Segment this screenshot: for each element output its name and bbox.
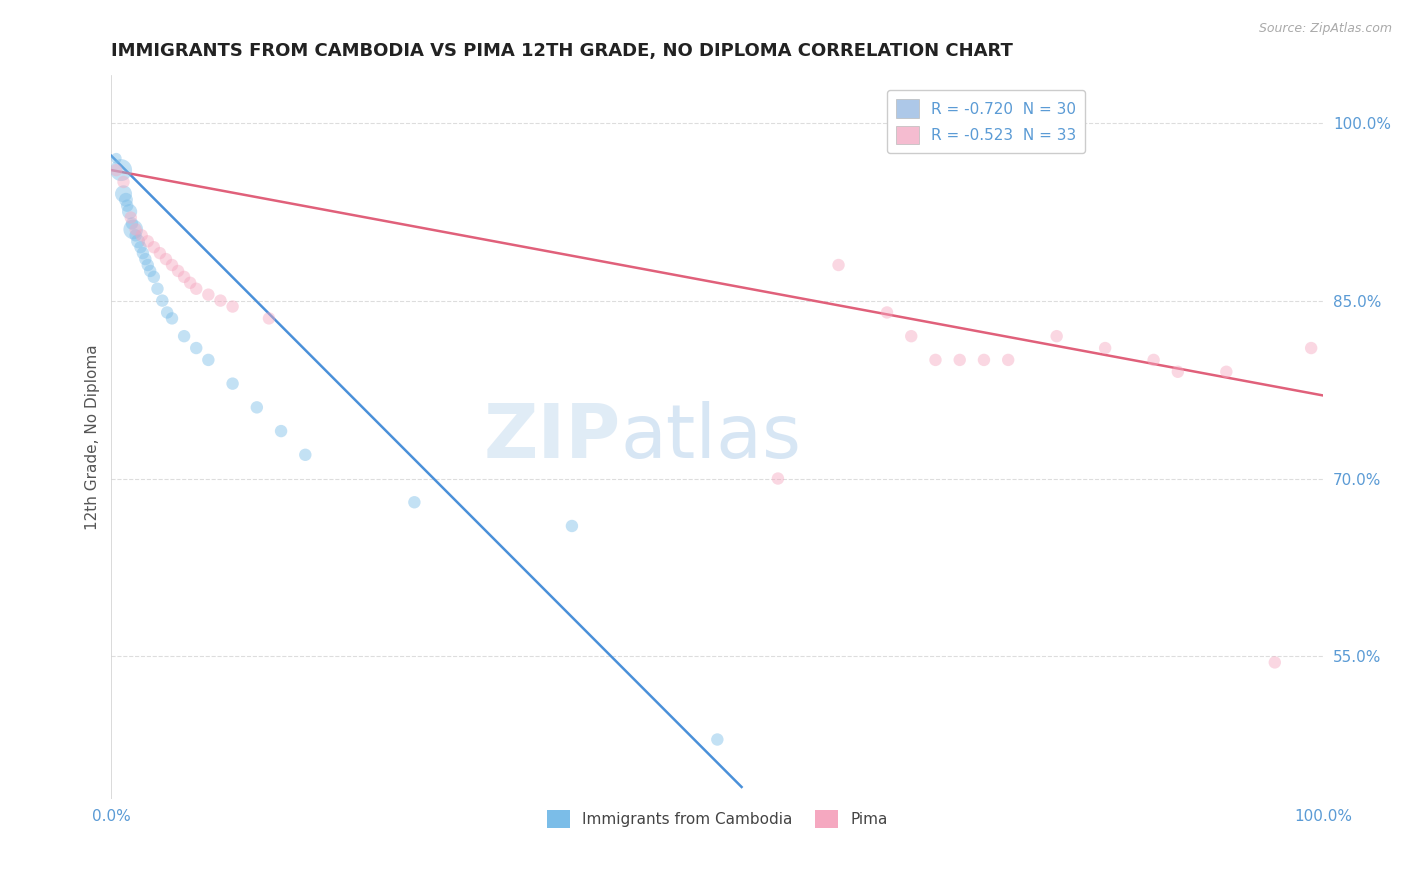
- Text: atlas: atlas: [620, 401, 801, 474]
- Point: [827, 258, 849, 272]
- Point: [1094, 341, 1116, 355]
- Point: [156, 305, 179, 319]
- Point: [246, 401, 269, 415]
- Point: [706, 732, 728, 747]
- Point: [160, 311, 183, 326]
- Point: [294, 448, 316, 462]
- Point: [404, 495, 426, 509]
- Point: [120, 211, 142, 225]
- Point: [270, 424, 292, 438]
- Point: [155, 252, 177, 266]
- Point: [136, 258, 159, 272]
- Point: [221, 300, 243, 314]
- Point: [924, 352, 946, 367]
- Point: [149, 246, 172, 260]
- Point: [124, 228, 146, 243]
- Point: [221, 376, 243, 391]
- Point: [973, 352, 995, 367]
- Point: [997, 352, 1019, 367]
- Point: [122, 222, 145, 236]
- Point: [209, 293, 232, 308]
- Point: [197, 352, 219, 367]
- Point: [167, 264, 190, 278]
- Point: [131, 228, 153, 243]
- Point: [257, 311, 280, 326]
- Point: [146, 282, 169, 296]
- Point: [112, 186, 135, 201]
- Text: Source: ZipAtlas.com: Source: ZipAtlas.com: [1258, 22, 1392, 36]
- Point: [1215, 365, 1237, 379]
- Point: [142, 269, 165, 284]
- Point: [105, 163, 128, 178]
- Point: [136, 234, 159, 248]
- Point: [118, 204, 141, 219]
- Point: [173, 269, 195, 284]
- Point: [134, 252, 156, 266]
- Point: [142, 240, 165, 254]
- Point: [121, 217, 143, 231]
- Point: [105, 151, 128, 165]
- Text: ZIP: ZIP: [484, 401, 620, 474]
- Point: [150, 293, 173, 308]
- Legend: Immigrants from Cambodia, Pima: Immigrants from Cambodia, Pima: [541, 804, 894, 835]
- Point: [124, 222, 146, 236]
- Point: [115, 199, 138, 213]
- Point: [160, 258, 183, 272]
- Point: [900, 329, 922, 343]
- Point: [1142, 352, 1164, 367]
- Point: [139, 264, 162, 278]
- Point: [1046, 329, 1069, 343]
- Point: [186, 282, 208, 296]
- Point: [949, 352, 972, 367]
- Point: [115, 193, 138, 207]
- Point: [766, 471, 789, 485]
- Point: [876, 305, 898, 319]
- Point: [1264, 656, 1286, 670]
- Point: [179, 276, 201, 290]
- Point: [186, 341, 208, 355]
- Point: [129, 240, 152, 254]
- Point: [1301, 341, 1323, 355]
- Point: [127, 234, 149, 248]
- Y-axis label: 12th Grade, No Diploma: 12th Grade, No Diploma: [86, 344, 100, 530]
- Text: IMMIGRANTS FROM CAMBODIA VS PIMA 12TH GRADE, NO DIPLOMA CORRELATION CHART: IMMIGRANTS FROM CAMBODIA VS PIMA 12TH GR…: [111, 42, 1014, 60]
- Point: [1167, 365, 1189, 379]
- Point: [197, 287, 219, 301]
- Point: [112, 175, 135, 189]
- Point: [173, 329, 195, 343]
- Point: [132, 246, 155, 260]
- Point: [110, 163, 132, 178]
- Point: [561, 519, 583, 533]
